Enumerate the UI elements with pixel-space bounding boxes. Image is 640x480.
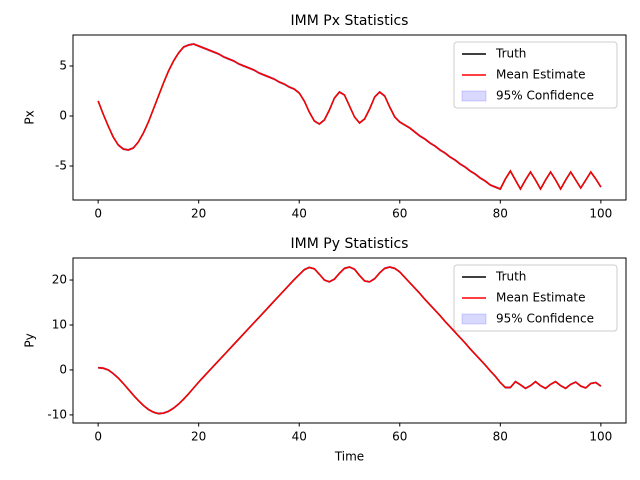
- x-tick-label: 80: [493, 430, 508, 444]
- x-tick-label: 80: [493, 207, 508, 221]
- x-tick-label: 0: [94, 430, 102, 444]
- x-axis-label: Time: [334, 450, 364, 464]
- axes-title: IMM Py Statistics: [291, 236, 409, 252]
- legend-label: Truth: [495, 270, 526, 284]
- y-axis-label: Py: [23, 333, 37, 347]
- x-tick-label: 100: [589, 430, 612, 444]
- x-tick-label: 100: [589, 207, 612, 221]
- y-tick-label: 5: [59, 59, 67, 73]
- legend-patch: [461, 313, 487, 325]
- x-tick-label: 0: [94, 207, 102, 221]
- x-tick-label: 60: [392, 207, 407, 221]
- legend-box: [453, 41, 618, 109]
- legend-box: [453, 264, 618, 332]
- legend-label: 95% Confidence: [496, 312, 594, 326]
- y-tick-label: -5: [55, 159, 67, 173]
- y-axis-label: Px: [23, 110, 37, 124]
- x-tick-label: 40: [292, 207, 307, 221]
- y-tick-label: 0: [59, 109, 67, 123]
- legend-label: Mean Estimate: [496, 68, 586, 82]
- x-tick-label: 20: [191, 430, 206, 444]
- estimate-line: [97, 43, 602, 191]
- legend-label: Mean Estimate: [496, 291, 586, 305]
- x-tick-label: 20: [191, 207, 206, 221]
- y-tick-label: 10: [52, 317, 67, 331]
- y-tick-label: -10: [47, 407, 67, 421]
- axes-title: IMM Px Statistics: [291, 13, 409, 29]
- estimate-line: [98, 266, 602, 415]
- axes-frame: [72, 34, 627, 201]
- y-tick-label: 0: [59, 362, 67, 376]
- x-tick-label: 60: [392, 430, 407, 444]
- x-tick-label: 40: [292, 430, 307, 444]
- y-tick-label: 20: [52, 273, 67, 287]
- legend-label: Truth: [495, 47, 526, 61]
- legend-patch: [461, 90, 487, 102]
- axes-frame: [72, 257, 627, 424]
- legend-label: 95% Confidence: [496, 89, 594, 103]
